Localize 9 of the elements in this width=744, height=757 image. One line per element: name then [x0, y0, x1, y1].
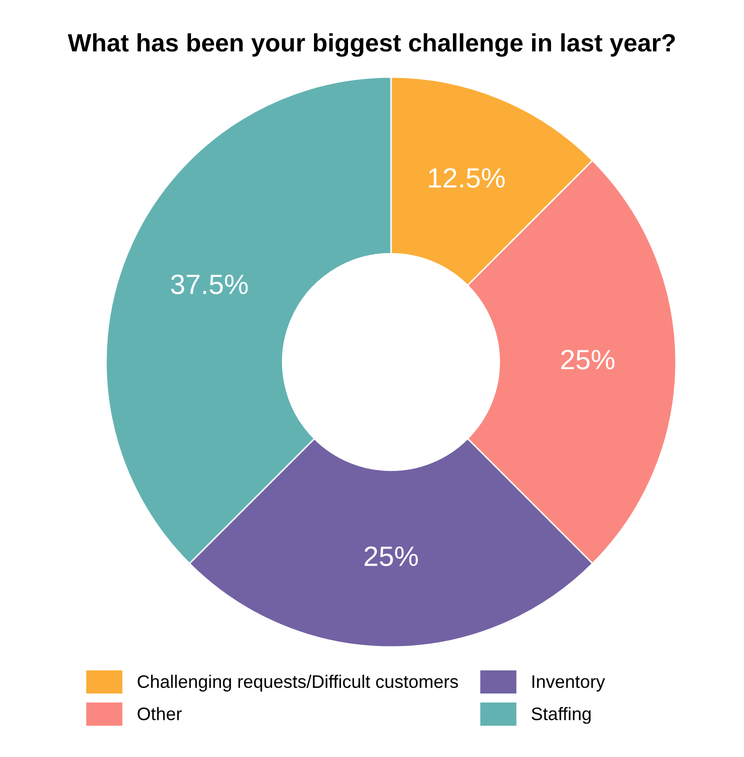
data-label: 25%: [364, 546, 418, 566]
data-label: 12.5%: [428, 168, 505, 188]
legend-label: Other: [138, 706, 182, 720]
data-label: 25%: [561, 350, 614, 370]
chart-title: What has been your biggest challenge in last year?: [68, 33, 675, 57]
legend-label: Inventory: [532, 675, 606, 692]
legend-label: Staffing: [532, 706, 591, 724]
data-label: 37.5%: [171, 274, 248, 294]
legend-label: Challenging requests/Difficult customers: [138, 674, 458, 692]
